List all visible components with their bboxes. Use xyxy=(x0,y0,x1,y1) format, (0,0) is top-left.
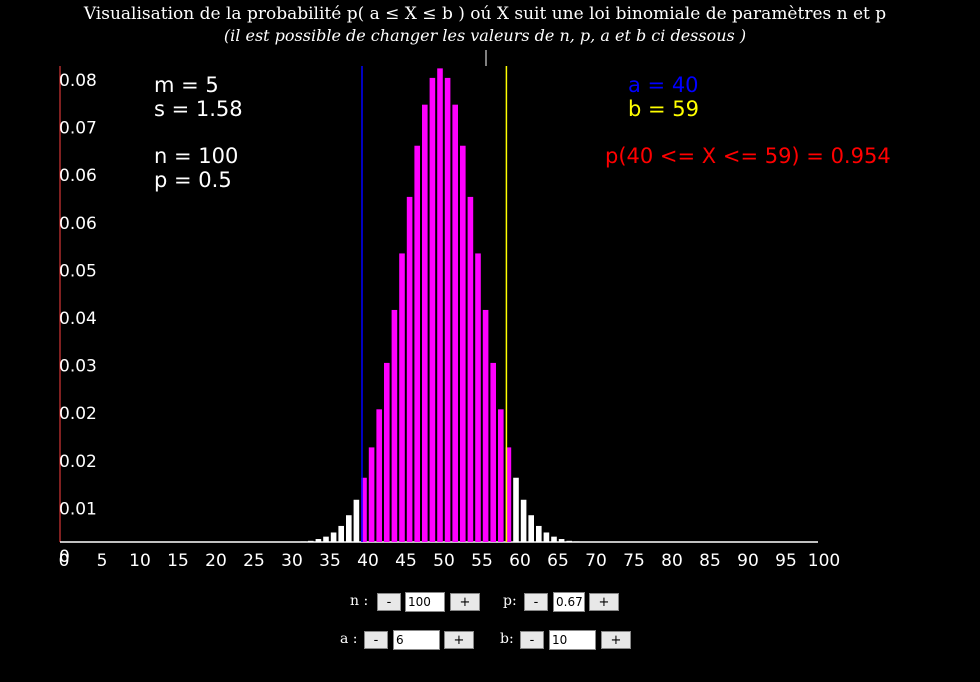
n-label: n : xyxy=(350,593,369,609)
x-tick-label: 50 xyxy=(433,551,455,571)
bar xyxy=(558,539,565,542)
bar xyxy=(543,532,550,542)
bar xyxy=(330,532,337,542)
a-input[interactable]: 6 xyxy=(393,630,440,650)
bar xyxy=(422,104,428,543)
x-tick-label: 75 xyxy=(623,551,645,571)
x-tick-label: 70 xyxy=(585,551,607,571)
a-plus[interactable]: + xyxy=(444,631,474,649)
n-plus[interactable]: + xyxy=(450,593,480,611)
a-label: a = 40 xyxy=(628,73,699,97)
x-tick-label: 100 xyxy=(808,551,840,571)
bar xyxy=(444,77,451,543)
bar xyxy=(399,253,405,543)
y-tick-label: 0.01 xyxy=(59,499,97,519)
bar xyxy=(460,145,466,543)
bar xyxy=(368,447,375,542)
bar xyxy=(574,541,580,542)
chart: Visualisation de la probabilité p( a ≤ X… xyxy=(59,4,891,571)
bar xyxy=(475,253,481,543)
bar xyxy=(414,145,420,543)
y-tick-label: 0.04 xyxy=(59,309,97,329)
x-tick-label: 10 xyxy=(129,551,151,571)
y-tick-label: 0.05 xyxy=(59,261,97,281)
chart-subtitle: (il est possible de changer les valeurs … xyxy=(224,26,746,45)
bar xyxy=(315,539,322,542)
bar xyxy=(376,409,382,542)
bar xyxy=(566,540,572,542)
a-label: a : xyxy=(340,631,358,647)
y-tick-label: 0.02 xyxy=(59,404,97,424)
x-tick-label: 15 xyxy=(167,551,189,571)
x-tick-label: 65 xyxy=(547,551,569,571)
bar xyxy=(338,525,344,542)
b-plus[interactable]: + xyxy=(601,631,631,649)
bar xyxy=(437,68,443,542)
x-tick-label: 60 xyxy=(509,551,531,571)
y-tick-label: 0.02 xyxy=(59,452,97,472)
n-minus[interactable]: - xyxy=(377,593,401,611)
b-minus[interactable]: - xyxy=(520,631,544,649)
stat-label: n = 100 xyxy=(154,144,238,168)
b-label: b = 59 xyxy=(628,97,699,121)
b-input[interactable]: 10 xyxy=(549,630,596,650)
x-tick-label: 95 xyxy=(775,551,797,571)
p-plus[interactable]: + xyxy=(589,593,619,611)
y-tick-label: 0.03 xyxy=(59,357,97,377)
x-tick-label: 55 xyxy=(471,551,493,571)
x-tick-label: 0 xyxy=(59,551,70,571)
x-tick-label: 85 xyxy=(699,551,721,571)
y-tick-label: 0.06 xyxy=(59,214,97,234)
y-tick-label: 0.06 xyxy=(59,166,97,186)
bar xyxy=(467,196,474,542)
x-tick-label: 25 xyxy=(243,551,265,571)
bar xyxy=(498,409,504,542)
a-minus[interactable]: - xyxy=(364,631,388,649)
p-minus[interactable]: - xyxy=(524,593,548,611)
y-tick-label: 0.07 xyxy=(59,119,97,139)
bar xyxy=(300,541,306,542)
bar xyxy=(429,77,436,543)
bar xyxy=(482,309,489,542)
bar xyxy=(323,536,329,542)
bar xyxy=(391,309,398,542)
bar xyxy=(384,362,390,542)
x-tick-label: 45 xyxy=(395,551,417,571)
bar xyxy=(346,515,352,542)
x-tick-label: 5 xyxy=(97,551,108,571)
bar xyxy=(353,499,360,542)
y-tick-label: 0 xyxy=(59,547,70,567)
stat-label: p = 0.5 xyxy=(154,168,232,192)
x-tick-label: 30 xyxy=(281,551,303,571)
p-input[interactable]: 0.67 xyxy=(553,592,585,612)
bar xyxy=(520,499,527,542)
bar xyxy=(536,525,542,542)
x-tick-label: 80 xyxy=(661,551,683,571)
bar xyxy=(361,477,367,542)
bar xyxy=(505,447,512,542)
b-label: b: xyxy=(500,631,514,647)
x-tick-label: 90 xyxy=(737,551,759,571)
bar xyxy=(551,536,557,542)
y-tick-label: 0.08 xyxy=(59,71,97,91)
x-tick-label: 40 xyxy=(357,551,379,571)
bar xyxy=(490,362,496,542)
bar xyxy=(452,104,458,543)
bar xyxy=(513,477,519,542)
bar xyxy=(308,540,314,542)
n-input[interactable]: 100 xyxy=(405,592,445,612)
stat-label: m = 5 xyxy=(154,73,219,97)
x-tick-label: 35 xyxy=(319,551,341,571)
bar xyxy=(528,515,534,542)
bar xyxy=(406,196,413,542)
p-label: p: xyxy=(503,593,517,609)
chart-title: Visualisation de la probabilité p( a ≤ X… xyxy=(83,4,886,24)
x-tick-label: 20 xyxy=(205,551,227,571)
result: p(40 <= X <= 59) = 0.954 xyxy=(605,144,891,168)
stat-label: s = 1.58 xyxy=(154,97,243,121)
